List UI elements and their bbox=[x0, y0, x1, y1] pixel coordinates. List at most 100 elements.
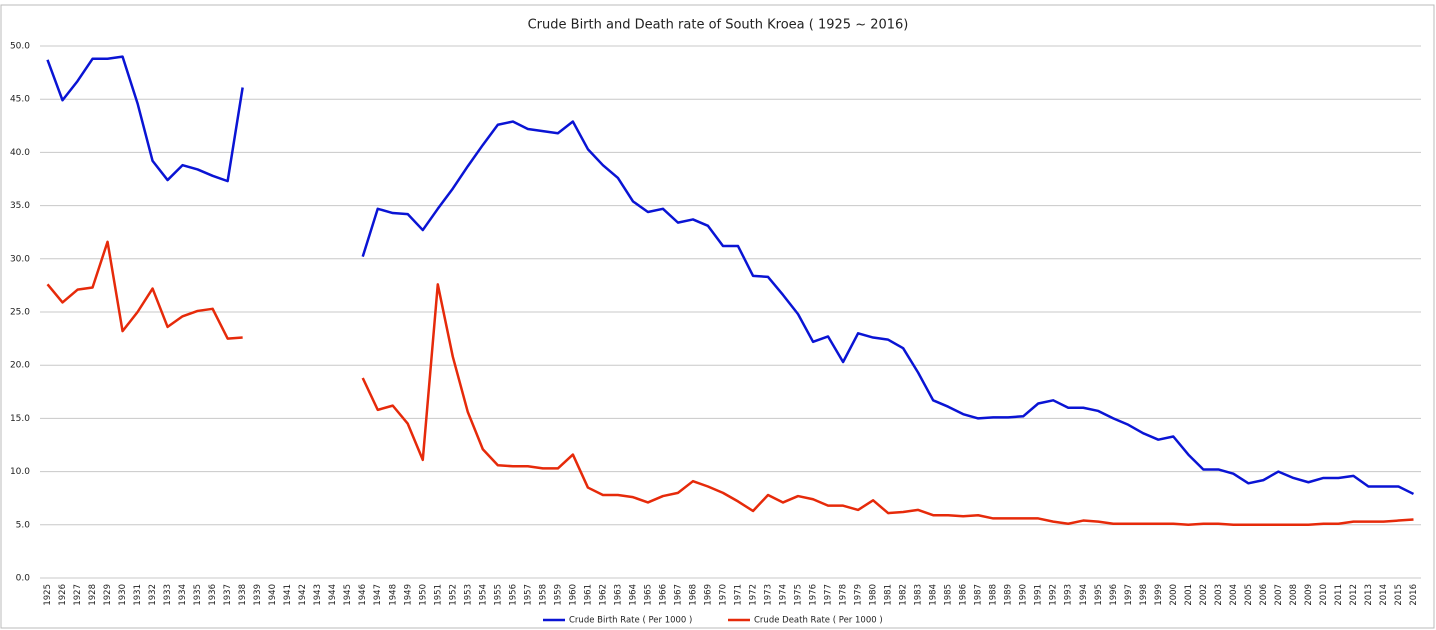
y-tick-label: 35.0 bbox=[10, 201, 30, 211]
x-tick-label: 1927 bbox=[73, 584, 83, 606]
x-tick-label: 1955 bbox=[493, 584, 503, 606]
x-tick-label: 1969 bbox=[703, 584, 713, 606]
legend-label: Crude Death Rate ( Per 1000 ) bbox=[754, 616, 883, 626]
x-tick-label: 1954 bbox=[478, 584, 488, 606]
chart-title: Crude Birth and Death rate of South Kroe… bbox=[528, 18, 909, 33]
x-tick-label: 1974 bbox=[779, 584, 789, 606]
x-tick-label: 2002 bbox=[1199, 584, 1209, 606]
x-tick-label: 1977 bbox=[824, 584, 834, 606]
x-tick-label: 1957 bbox=[523, 584, 533, 606]
x-tick-label: 1979 bbox=[854, 584, 864, 606]
x-tick-label: 1988 bbox=[989, 584, 999, 606]
x-tick-label: 1967 bbox=[673, 584, 683, 606]
y-tick-label: 25.0 bbox=[10, 308, 30, 318]
x-tick-label: 2009 bbox=[1304, 584, 1314, 606]
x-tick-label: 2011 bbox=[1334, 584, 1344, 606]
x-tick-label: 1925 bbox=[43, 584, 53, 606]
x-tick-label: 1944 bbox=[328, 584, 338, 606]
x-tick-label: 1935 bbox=[193, 584, 203, 606]
x-tick-label: 1968 bbox=[688, 584, 698, 606]
y-tick-label: 50.0 bbox=[10, 42, 30, 52]
x-tick-label: 1949 bbox=[403, 584, 413, 606]
x-tick-label: 1959 bbox=[553, 584, 563, 606]
y-tick-label: 0.0 bbox=[16, 574, 31, 584]
x-tick-label: 1973 bbox=[764, 584, 774, 606]
x-tick-label: 1928 bbox=[88, 584, 98, 606]
x-tick-label: 1940 bbox=[268, 584, 278, 606]
x-tick-label: 1960 bbox=[568, 584, 578, 606]
x-tick-label: 2003 bbox=[1214, 584, 1224, 606]
x-tick-label: 1991 bbox=[1034, 584, 1044, 606]
x-tick-label: 1971 bbox=[734, 584, 744, 606]
x-tick-label: 2001 bbox=[1184, 584, 1194, 606]
x-tick-label: 1951 bbox=[433, 584, 443, 606]
x-tick-label: 2000 bbox=[1169, 584, 1179, 606]
y-tick-label: 30.0 bbox=[10, 254, 30, 264]
x-tick-label: 1990 bbox=[1019, 584, 1029, 606]
x-tick-label: 1983 bbox=[914, 584, 924, 606]
x-tick-label: 1999 bbox=[1154, 584, 1164, 606]
x-tick-label: 1995 bbox=[1094, 584, 1104, 606]
x-tick-label: 2010 bbox=[1319, 584, 1329, 606]
x-tick-label: 1963 bbox=[613, 584, 623, 606]
x-tick-label: 1989 bbox=[1004, 584, 1014, 606]
y-tick-label: 45.0 bbox=[10, 95, 30, 105]
x-tick-label: 1952 bbox=[448, 584, 458, 606]
x-tick-label: 1937 bbox=[223, 584, 233, 606]
x-tick-label: 1956 bbox=[508, 584, 518, 606]
x-tick-label: 2012 bbox=[1349, 584, 1359, 606]
x-tick-label: 1943 bbox=[313, 584, 323, 606]
x-tick-label: 1933 bbox=[163, 584, 173, 606]
x-tick-label: 1934 bbox=[178, 584, 188, 606]
x-tick-label: 1941 bbox=[283, 584, 293, 606]
x-tick-label: 1980 bbox=[869, 584, 879, 606]
x-tick-label: 2004 bbox=[1229, 584, 1239, 606]
x-tick-label: 2014 bbox=[1379, 584, 1389, 606]
x-tick-label: 1947 bbox=[373, 584, 383, 606]
x-tick-label: 1987 bbox=[974, 584, 984, 606]
x-tick-label: 1976 bbox=[809, 584, 819, 606]
x-tick-label: 1982 bbox=[899, 584, 909, 606]
series-line bbox=[46, 55, 1415, 496]
x-tick-label: 1978 bbox=[839, 584, 849, 606]
x-tick-label: 1986 bbox=[959, 584, 969, 606]
x-tick-label: 1942 bbox=[298, 584, 308, 606]
x-tick-label: 1996 bbox=[1109, 584, 1119, 606]
x-tick-label: 2007 bbox=[1274, 584, 1284, 606]
x-tick-label: 1985 bbox=[944, 584, 954, 606]
x-tick-label: 2008 bbox=[1289, 584, 1299, 606]
x-tick-label: 1997 bbox=[1124, 584, 1134, 606]
x-tick-label: 1972 bbox=[749, 584, 759, 606]
x-tick-label: 1962 bbox=[598, 584, 608, 606]
x-tick-label: 2005 bbox=[1244, 584, 1254, 606]
x-tick-label: 1981 bbox=[884, 584, 894, 606]
x-tick-label: 1961 bbox=[583, 584, 593, 606]
x-tick-label: 1975 bbox=[794, 584, 804, 606]
x-tick-label: 1953 bbox=[463, 584, 473, 606]
y-tick-label: 40.0 bbox=[10, 148, 30, 158]
series-line bbox=[46, 240, 1414, 527]
x-tick-label: 1946 bbox=[358, 584, 368, 606]
x-tick-label: 1939 bbox=[253, 584, 263, 606]
x-tick-label: 2013 bbox=[1364, 584, 1374, 606]
x-tick-label: 1965 bbox=[643, 584, 653, 606]
x-tick-label: 2006 bbox=[1259, 584, 1269, 606]
x-tick-label: 1936 bbox=[208, 584, 218, 606]
x-tick-label: 2015 bbox=[1394, 584, 1404, 606]
x-tick-label: 1984 bbox=[929, 584, 939, 606]
x-tick-label: 1938 bbox=[238, 584, 248, 606]
x-tick-label: 1948 bbox=[388, 584, 398, 606]
x-tick-label: 1929 bbox=[103, 584, 113, 606]
x-tick-label: 1931 bbox=[133, 584, 143, 606]
y-tick-label: 10.0 bbox=[10, 467, 30, 477]
x-tick-label: 1958 bbox=[538, 584, 548, 606]
x-tick-label: 1926 bbox=[58, 584, 68, 606]
y-tick-label: 15.0 bbox=[10, 414, 30, 424]
x-tick-label: 2016 bbox=[1409, 584, 1419, 606]
x-tick-label: 1992 bbox=[1049, 584, 1059, 606]
y-tick-label: 5.0 bbox=[16, 520, 31, 530]
x-tick-label: 1966 bbox=[658, 584, 668, 606]
x-tick-label: 1950 bbox=[418, 584, 428, 606]
